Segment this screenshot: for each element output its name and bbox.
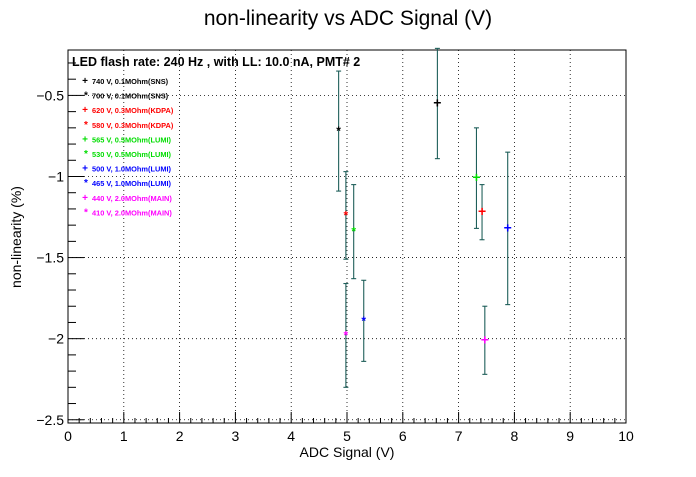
- x-tick-label: 8: [511, 428, 519, 444]
- legend-label: 530 V, 0.5MOhm(LUMI): [92, 150, 172, 159]
- x-tick-label: 2: [176, 428, 184, 444]
- legend: +740 V, 0.1MOhm(SNS) * 700 V, 0.1MOhm(SNS)…: [82, 76, 174, 218]
- x-tick-label: 4: [287, 428, 295, 444]
- legend-marker: *: [84, 207, 88, 218]
- legend-label: 465 V, 1.0MOhm(LUMI): [92, 179, 172, 188]
- y-axis-label: non-linearity (%): [8, 186, 24, 288]
- legend-marker: +: [82, 164, 88, 175]
- y-tick-label: −2: [48, 331, 64, 347]
- data-point-marker: +: [481, 331, 489, 347]
- legend-label: 620 V, 0.3MOhm(KDPA): [92, 106, 174, 115]
- grid-lines: [68, 50, 626, 423]
- data-point-marker: *: [351, 225, 356, 239]
- x-tick-label: 9: [566, 428, 574, 444]
- x-tick-label: 6: [399, 428, 407, 444]
- x-tick-label: 7: [455, 428, 463, 444]
- legend-marker: +: [82, 134, 88, 145]
- data-points: + * + * + * + * + *: [336, 95, 512, 348]
- legend-marker: *: [84, 91, 88, 102]
- data-point-marker: *: [344, 208, 349, 222]
- data-point-marker: *: [344, 328, 349, 342]
- y-tick-label: −2.5: [36, 412, 64, 428]
- legend-marker: *: [84, 149, 88, 160]
- data-point-marker: +: [478, 203, 486, 219]
- y-tick-label: −1: [48, 168, 64, 184]
- legend-marker: *: [84, 178, 88, 189]
- x-tick-label: 1: [120, 428, 128, 444]
- legend-marker: +: [82, 76, 88, 87]
- legend-marker: +: [82, 193, 88, 204]
- x-tick-label: 0: [64, 428, 72, 444]
- legend-label: 565 V, 0.5MOhm(LUMI): [92, 135, 172, 144]
- legend-marker: *: [84, 120, 88, 131]
- y-tick-label: −0.5: [36, 87, 64, 103]
- legend-label: 700 V, 0.1MOhm(SNS): [92, 92, 169, 101]
- data-point-marker: *: [336, 124, 341, 138]
- error-bars: [336, 47, 511, 388]
- legend-label: 580 V, 0.3MOhm(KDPA): [92, 121, 174, 130]
- legend-marker: +: [82, 105, 88, 116]
- x-tick-label: 3: [232, 428, 240, 444]
- data-point-marker: +: [433, 95, 441, 111]
- chart-title: non-linearity vs ADC Signal (V): [204, 7, 492, 30]
- legend-label: 440 V, 2.0MOhm(MAIN): [92, 194, 172, 203]
- x-axis-label: ADC Signal (V): [300, 444, 395, 460]
- y-tick-label: −1.5: [36, 250, 64, 266]
- chart-subtitle: LED flash rate: 240 Hz , with LL: 10.0 n…: [72, 55, 360, 69]
- data-point-marker: +: [472, 169, 480, 185]
- data-point-marker: *: [361, 314, 366, 328]
- x-tick-label: 5: [343, 428, 351, 444]
- data-point-marker: +: [504, 219, 512, 235]
- axes: 0 1 2 3 4 5 6 7 8 9 10 −2.5 −2 −1.5 −1 −0.5: [36, 62, 634, 444]
- legend-label: 740 V, 0.1MOhm(SNS): [92, 77, 169, 86]
- legend-label: 410 V, 2.0MOhm(MAIN): [92, 208, 172, 217]
- x-tick-label: 10: [618, 428, 634, 444]
- legend-label: 500 V, 1.0MOhm(LUMI): [92, 165, 172, 174]
